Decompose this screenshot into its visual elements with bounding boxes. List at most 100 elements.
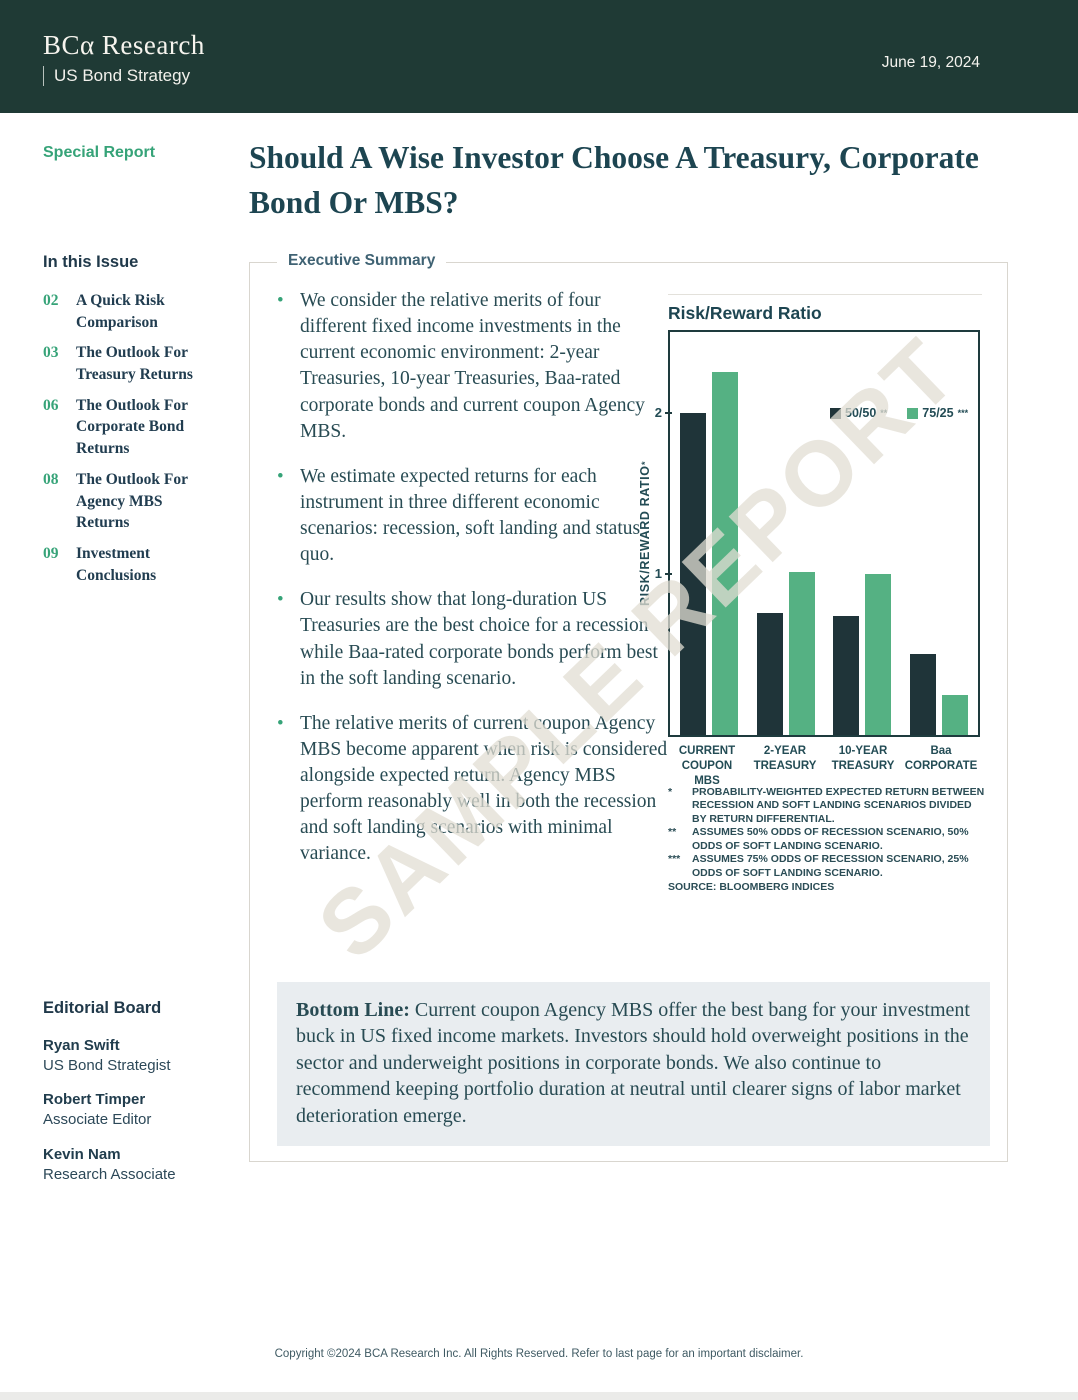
footnote-marker: * [668, 786, 673, 798]
x-axis-category-label: Baa CORPORATE [904, 745, 978, 772]
chart-top-rule [668, 294, 982, 295]
legend-swatch [907, 407, 919, 419]
toc-item-label: The Outlook For Treasury Returns [76, 344, 193, 384]
y-tick-mark [665, 411, 672, 414]
report-type-tag: Special Report [43, 144, 156, 161]
toc-item-number: 03 [43, 344, 59, 362]
footnote: * PROBABILITY-WEIGHTED EXPECTED RETURN BE… [668, 786, 988, 826]
bar-5050-3 [833, 615, 860, 735]
summary-bullet-list: • We consider the relative merits of four… [277, 288, 669, 868]
bar-7525-4 [941, 694, 968, 735]
bar-5050-4 [909, 654, 936, 735]
legend-swatch [830, 407, 841, 419]
toc-item: 06 The Outlook For Corporate Bond Returns [43, 395, 215, 460]
bar-5050-2 [756, 612, 783, 735]
publication-name: US Bond Strategy [54, 66, 191, 85]
editor-entry: Ryan Swift US Bond Strategist [43, 1035, 223, 1076]
footnote-marker: *** [668, 853, 681, 866]
toc-item: 03 The Outlook For Treasury Returns [43, 342, 215, 385]
bar-7525-3 [865, 573, 892, 735]
chart-plot-area: 50/50 ** 75/25 *** [668, 330, 980, 737]
header-bar: BCα Research US Bond Strategy June 19, 2… [0, 0, 1078, 113]
x-axis-category-label: 10-YEAR TREASURY [831, 745, 895, 772]
brand-subtitle-row: US Bond Strategy [43, 66, 190, 86]
toc-list: 02 A Quick Risk Comparison 03 The Outlook F… [43, 290, 215, 586]
copyright-notice: Copyright ©2024 BCA Research Inc. All Ri… [274, 1348, 804, 1360]
summary-bullet: • Our results show that long-duration US … [277, 587, 669, 692]
chart-title: Risk/Reward Ratio [668, 303, 822, 323]
x-axis-category-label: CURRENT COUPON MBS [678, 745, 736, 787]
summary-bullet: • We consider the relative merits of four… [277, 288, 669, 445]
bar-group [909, 332, 968, 735]
bottom-line-text: Current coupon Agency MBS offer the best… [296, 999, 970, 1127]
editor-name: Robert Timper [43, 1091, 146, 1109]
legend-footnote-marker: *** [957, 408, 969, 418]
toc-item: 02 A Quick Risk Comparison [43, 290, 215, 333]
toc-item-label: The Outlook For Agency MBS Returns [76, 470, 188, 532]
bullet-dot: • [277, 589, 284, 611]
editor-role: Associate Editor [43, 1111, 152, 1129]
editor-name: Ryan Swift [43, 1037, 120, 1054]
legend-label: 50/50 [845, 406, 877, 420]
editor-role: Research Associate [43, 1165, 176, 1183]
y-tick-mark [665, 572, 672, 575]
toc-item-label: Investment Conclusions [76, 544, 157, 584]
summary-bullet: • We estimate expected returns for each i… [277, 464, 669, 569]
footnote-text: ASSUMES 50% ODDS OF RECESSION SCENARIO, … [692, 826, 969, 852]
editorial-board-title: Editorial Board [43, 999, 162, 1017]
brand-logo: BCα Research [43, 30, 205, 60]
legend-footnote-marker: ** [880, 408, 888, 418]
toc-item-number: 09 [43, 544, 59, 562]
bullet-dot: • [277, 465, 284, 487]
bullet-text: We estimate expected returns for each in… [300, 465, 641, 566]
divider-bar [43, 66, 44, 86]
chart-footnotes: * PROBABILITY-WEIGHTED EXPECTED RETURN BE… [668, 786, 988, 895]
bullet-dot: • [277, 712, 284, 734]
toc-item-label: The Outlook For Corporate Bond Returns [76, 396, 188, 458]
y-tick-label: 1 [654, 565, 662, 581]
editor-entry: Kevin Nam Research Associate [43, 1144, 223, 1185]
toc-title: In this Issue [43, 253, 139, 271]
toc-item-number: 08 [43, 470, 59, 488]
editor-role: US Bond Strategist [43, 1057, 171, 1074]
footnote-text: ASSUMES 75% ODDS OF RECESSION SCENARIO, … [692, 853, 969, 879]
bullet-text: We consider the relative merits of four … [300, 290, 645, 442]
y-axis-label-sup: * [640, 461, 650, 466]
executive-summary-label: Executive Summary [277, 252, 447, 270]
editor-entry: Robert Timper Associate Editor [43, 1089, 223, 1130]
bottom-line-box: Bottom Line: Current coupon Agency MBS o… [277, 982, 990, 1146]
toc-item: 09 Investment Conclusions [43, 543, 215, 586]
legend-label: 75/25 [922, 406, 954, 420]
bullet-text: Our results show that long-duration US T… [300, 589, 658, 689]
toc-item: 08 The Outlook For Agency MBS Returns [43, 469, 215, 534]
bar-5050-1 [680, 412, 706, 735]
editors-list: Ryan Swift US Bond Strategist Robert Timpe… [43, 1035, 223, 1185]
page-bottom-strip [0, 1392, 1078, 1400]
bar-group [833, 332, 892, 735]
bullet-dot: • [277, 290, 284, 311]
editor-name: Kevin Nam [43, 1145, 121, 1163]
footnote-text: PROBABILITY-WEIGHTED EXPECTED RETURN BET… [692, 786, 985, 825]
bottom-line-label: Bottom Line: [296, 999, 410, 1021]
report-date: June 19, 2024 [881, 54, 980, 71]
toc-item-number: 02 [43, 292, 59, 309]
chart-y-axis-label: RISK/REWARD RATIO * [638, 461, 652, 606]
chart-x-axis-labels: CURRENT COUPON MBS 2-YEAR TREASURY 10-YEAR… [668, 744, 980, 789]
footnote: ** ASSUMES 50% ODDS OF RECESSION SCENARIO… [668, 826, 988, 853]
x-axis-category-label: 2-YEAR TREASURY [753, 745, 817, 772]
toc-item-number: 06 [43, 396, 59, 414]
footnote-marker: ** [668, 826, 677, 839]
bar-7525-2 [788, 572, 815, 735]
legend-item: 75/25 *** [907, 406, 968, 420]
bullet-text: The relative merits of current coupon Ag… [300, 712, 668, 865]
y-tick-label: 2 [654, 404, 662, 420]
bar-group [756, 332, 815, 735]
page-title: Should A Wise Investor Choose A Treasury… [249, 140, 979, 220]
footnote: *** ASSUMES 75% ODDS OF RECESSION SCENARI… [668, 853, 988, 880]
bar-7525-1 [712, 372, 738, 735]
toc-item-label: A Quick Risk Comparison [76, 292, 165, 331]
summary-bullet: • The relative merits of current coupon A… [277, 711, 669, 868]
legend-item: 50/50 ** [830, 406, 887, 420]
chart-legend: 50/50 ** 75/25 *** [830, 406, 968, 420]
